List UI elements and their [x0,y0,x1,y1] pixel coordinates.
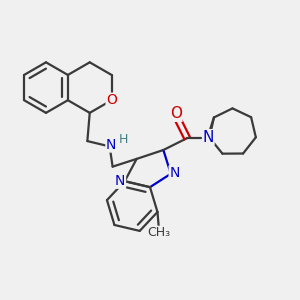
Text: O: O [170,106,182,121]
Text: H: H [118,134,128,146]
Text: N: N [115,174,125,188]
Text: CH₃: CH₃ [148,226,171,239]
Text: N: N [106,138,116,152]
Text: N: N [169,166,180,180]
Text: N: N [202,130,214,145]
Text: O: O [106,93,117,107]
